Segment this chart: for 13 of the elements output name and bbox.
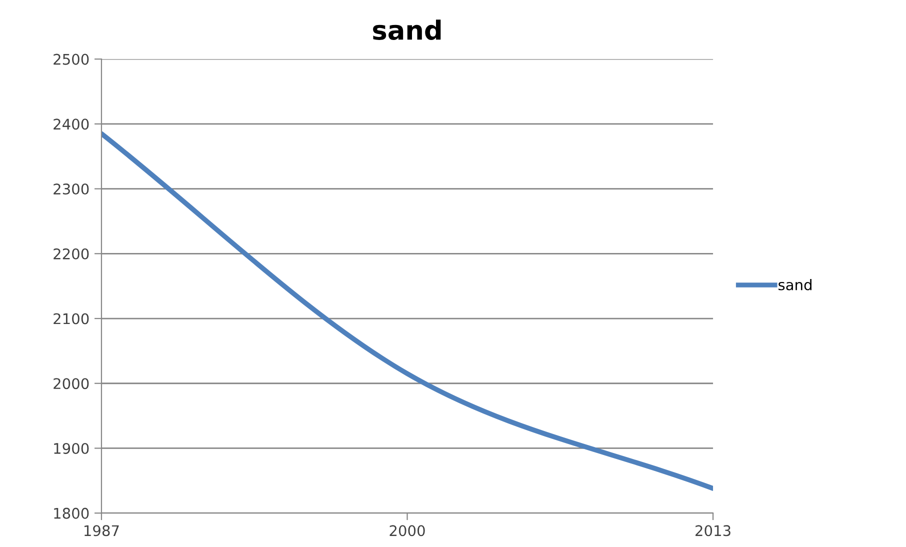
y-tick-label: 2500 <box>54 54 89 65</box>
y-tick-label: 2200 <box>54 248 89 260</box>
chart-title: sand <box>373 20 441 40</box>
y-tick-label: 1800 <box>54 508 89 519</box>
legend-label: sand <box>778 279 812 290</box>
x-tick-label: 2013 <box>696 525 730 536</box>
x-tick-label: 1987 <box>84 525 119 536</box>
y-tick-label: 2000 <box>54 378 89 390</box>
y-tick-label: 2400 <box>54 118 89 130</box>
x-tick-label: 2000 <box>390 525 425 536</box>
y-tick-label: 2300 <box>54 184 89 195</box>
y-tick-label: 2100 <box>54 313 89 324</box>
y-tick-label: 1900 <box>54 442 89 454</box>
